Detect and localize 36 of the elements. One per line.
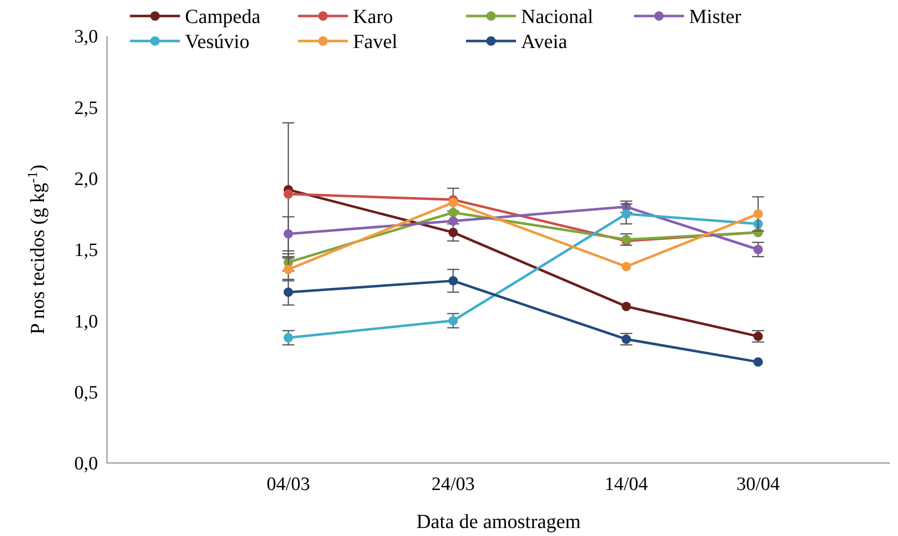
x-tick-label: 14/04 xyxy=(604,474,648,495)
y-tick-label: 1,5 xyxy=(74,240,98,262)
legend-label: Favel xyxy=(353,31,398,53)
point xyxy=(284,229,294,239)
x-tick-label: 30/04 xyxy=(736,474,780,495)
point xyxy=(448,228,458,238)
point xyxy=(753,244,763,254)
point xyxy=(284,264,294,274)
point xyxy=(622,262,631,272)
legend-label: Vesúvio xyxy=(185,31,250,53)
x-axis-title: Data de amostragem xyxy=(416,511,582,533)
y-tick-label: 2,0 xyxy=(74,168,98,190)
point xyxy=(753,357,763,367)
point xyxy=(448,216,458,226)
legend-label: Nacional xyxy=(521,6,594,28)
x-tick-label: 04/03 xyxy=(266,474,310,495)
y-tick-label: 2,5 xyxy=(74,98,98,119)
point xyxy=(448,276,458,286)
x-tick-label: 24/03 xyxy=(432,474,475,495)
point xyxy=(622,209,631,219)
legend-label: Mister xyxy=(689,6,742,28)
y-tick-label: 0,0 xyxy=(74,454,98,475)
legend-label: Campeda xyxy=(185,6,261,28)
legend-label: Karo xyxy=(353,6,393,28)
y-tick-label: 3,0 xyxy=(74,26,98,48)
point xyxy=(622,302,631,312)
point xyxy=(284,189,294,199)
point xyxy=(448,208,458,218)
point xyxy=(284,333,294,342)
y-tick-label: 0,5 xyxy=(74,382,98,404)
point xyxy=(284,287,294,297)
point xyxy=(448,198,458,208)
point xyxy=(753,209,763,219)
point xyxy=(448,316,458,326)
legend-label: Aveia xyxy=(521,31,568,53)
y-tick-label: 1,0 xyxy=(74,311,98,332)
